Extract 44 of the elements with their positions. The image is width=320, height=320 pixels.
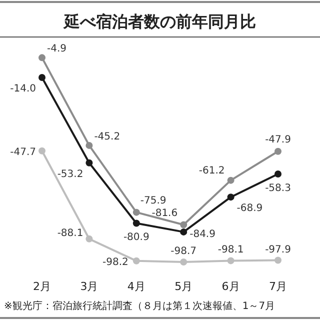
data-label: -88.1 [57,228,84,239]
data-label: -61.2 [198,165,225,176]
point [86,235,93,242]
x-tick-label: 7月 [269,280,287,293]
data-label: -80.9 [123,232,150,244]
text: ※観光庁：宿泊旅行統計調査（８月は第１次速報値、1～7月 [4,300,276,312]
point [227,257,234,264]
point [38,74,46,81]
data-label: -4.9 [47,44,67,55]
data-label: -14.0 [10,83,36,94]
data-label: -68.9 [236,203,263,214]
data-label: -47.7 [10,146,36,158]
point [180,258,188,266]
x-tick-label: 3月 [80,280,98,293]
x-tick-label: 5月 [174,280,193,293]
data-label: -81.6 [152,208,178,219]
data-label: -45.2 [94,131,120,142]
data-label: -84.9 [190,228,216,240]
point [180,228,188,236]
point [132,208,140,216]
chart-title: 延べ宿泊者数の前年同月比 [63,12,256,31]
point [132,257,140,264]
x-tick-label: 6月 [222,280,240,293]
point [38,147,46,154]
data-label: -97.9 [265,244,291,256]
point [180,221,188,228]
point [132,220,140,227]
data-label: -98.7 [170,246,197,257]
data-label: -58.3 [265,182,291,194]
data-label: -47.9 [265,134,291,146]
point [227,176,234,184]
point [86,142,93,149]
data-label: -98.2 [102,256,128,268]
point [274,170,282,178]
data-label: -53.2 [57,168,84,180]
x-tick-label: 2月 [33,280,51,293]
data-label: -75.9 [140,195,166,206]
point [86,159,93,166]
point [274,148,282,155]
data-label: -98.1 [218,244,244,256]
x-tick-label: 4月 [127,280,146,293]
point [38,54,46,62]
point [274,256,282,264]
point [227,194,234,201]
